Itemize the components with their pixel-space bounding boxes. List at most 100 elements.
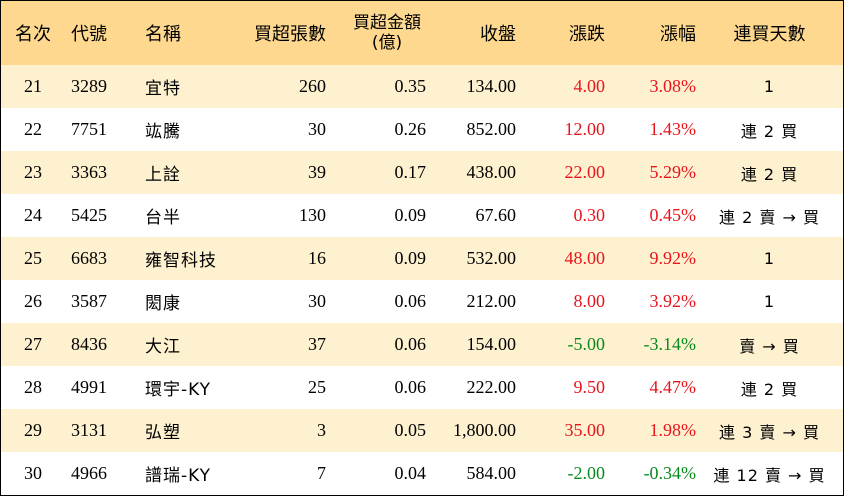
table-row: 24 5425 台半 130 0.09 67.60 0.30 0.45% 連 2 賣 → 買 [1, 194, 843, 237]
header-streak: 連買天數 [733, 24, 806, 45]
cell-name: 閎康 [145, 294, 181, 314]
cell-rank: 21 [24, 76, 42, 96]
header-net-buy-lots: 買超張數 [254, 24, 326, 45]
cell-net-buy-amount: 0.05 [394, 420, 427, 440]
cell-name: 環宇-KY [145, 380, 212, 400]
cell-net-buy-lots: 16 [308, 248, 326, 268]
cell-streak: 連 2 買 [740, 121, 799, 141]
cell-rank: 29 [24, 420, 42, 440]
table-row: 28 4991 環宇-KY 25 0.06 222.00 9.50 4.47% 連 2 買 [1, 366, 843, 409]
cell-change-pct: 4.47% [649, 377, 697, 397]
cell-change: 9.50 [573, 377, 606, 397]
table-row: 26 3587 閎康 30 0.06 212.00 8.00 3.92% 1 [1, 280, 843, 323]
table-row: 27 8436 大江 37 0.06 154.00 -5.00 -3.14% 賣 → 買 [1, 323, 843, 366]
header-net-buy-amount: 買超金額 (億) [326, 13, 426, 53]
cell-net-buy-lots: 39 [308, 162, 326, 182]
cell-net-buy-lots: 7 [317, 463, 326, 483]
cell-close: 852.00 [466, 119, 517, 139]
cell-change-pct: 1.98% [649, 420, 697, 440]
header-change-pct: 漲幅 [660, 24, 696, 45]
cell-net-buy-amount: 0.06 [394, 334, 427, 354]
cell-code: 3363 [71, 162, 107, 182]
table-row: 30 4966 譜瑞-KY 7 0.04 584.00 -2.00 -0.34% 連 12 賣 … [1, 452, 843, 495]
cell-streak: 連 2 買 [740, 379, 799, 399]
cell-rank: 22 [24, 119, 42, 139]
cell-rank: 28 [24, 377, 42, 397]
cell-net-buy-lots: 30 [308, 119, 326, 139]
cell-name: 台半 [145, 208, 181, 228]
cell-streak: 1 [763, 249, 776, 268]
cell-change: 0.30 [573, 205, 606, 225]
header-net-buy-amount-line2: (億) [371, 33, 403, 53]
cell-code: 7751 [71, 119, 107, 139]
cell-change: 48.00 [564, 248, 606, 268]
cell-code: 4991 [71, 377, 107, 397]
cell-change: -5.00 [567, 334, 606, 354]
cell-change: -2.00 [567, 463, 606, 483]
table-row: 22 7751 竑騰 30 0.26 852.00 12.00 1.43% 連 2 買 [1, 108, 843, 151]
cell-name: 譜瑞-KY [145, 466, 212, 486]
cell-streak: 賣 → 買 [739, 336, 800, 356]
cell-streak: 1 [763, 292, 776, 311]
cell-rank: 23 [24, 162, 42, 182]
cell-change-pct: 0.45% [649, 205, 697, 225]
cell-change: 35.00 [564, 420, 606, 440]
cell-streak: 連 2 買 [740, 164, 799, 184]
cell-name: 上詮 [145, 165, 181, 185]
cell-code: 4966 [71, 463, 107, 483]
cell-change-pct: 9.92% [649, 248, 697, 268]
table-row: 21 3289 宜特 260 0.35 134.00 4.00 3.08% 1 [1, 65, 843, 108]
cell-change-pct: -0.34% [643, 463, 697, 483]
cell-change-pct: -3.14% [643, 334, 697, 354]
cell-code: 3587 [71, 291, 107, 311]
cell-close: 134.00 [466, 76, 517, 96]
cell-rank: 30 [24, 463, 42, 483]
cell-net-buy-lots: 25 [308, 377, 326, 397]
cell-name: 竑騰 [145, 122, 181, 142]
cell-net-buy-lots: 3 [317, 420, 326, 440]
table-row: 29 3131 弘塑 3 0.05 1,800.00 35.00 1.98% 連 3 賣 → 買 [1, 409, 843, 452]
cell-net-buy-amount: 0.35 [394, 76, 427, 96]
cell-net-buy-amount: 0.06 [394, 377, 427, 397]
cell-net-buy-amount: 0.26 [394, 119, 427, 139]
cell-close: 222.00 [466, 377, 517, 397]
cell-net-buy-lots: 30 [308, 291, 326, 311]
cell-change-pct: 1.43% [649, 119, 697, 139]
table-row: 23 3363 上詮 39 0.17 438.00 22.00 5.29% 連 2 買 [1, 151, 843, 194]
cell-change-pct: 3.92% [649, 291, 697, 311]
cell-name: 大江 [145, 337, 181, 357]
cell-rank: 24 [24, 205, 42, 225]
header-close: 收盤 [480, 24, 516, 45]
cell-net-buy-lots: 260 [299, 76, 326, 96]
cell-change: 8.00 [573, 291, 606, 311]
cell-net-buy-amount: 0.09 [394, 205, 427, 225]
header-name: 名稱 [145, 24, 181, 45]
cell-change-pct: 3.08% [649, 76, 697, 96]
cell-streak: 連 3 賣 → 買 [719, 422, 820, 442]
cell-net-buy-amount: 0.06 [394, 291, 427, 311]
cell-net-buy-amount: 0.17 [394, 162, 427, 182]
cell-code: 3131 [71, 420, 107, 440]
cell-close: 1,800.00 [453, 420, 516, 440]
header-change: 漲跌 [569, 24, 605, 45]
cell-code: 6683 [71, 248, 107, 268]
table-header: 名次 代號 名稱 買超張數 買超金額 (億) 收盤 漲跌 漲幅 連買天數 [1, 1, 843, 65]
cell-name: 宜特 [145, 79, 181, 99]
cell-rank: 26 [24, 291, 42, 311]
cell-code: 5425 [71, 205, 107, 225]
cell-rank: 25 [24, 248, 42, 268]
cell-rank: 27 [24, 334, 42, 354]
table-body: 21 3289 宜特 260 0.35 134.00 4.00 3.08% 1 22 7751 竑騰 3… [1, 65, 843, 495]
table-row: 25 6683 雍智科技 16 0.09 532.00 48.00 9.92% 1 [1, 237, 843, 280]
cell-net-buy-amount: 0.09 [394, 248, 427, 268]
header-code: 代號 [71, 24, 107, 45]
cell-change-pct: 5.29% [649, 162, 697, 182]
cell-name: 弘塑 [145, 423, 181, 443]
cell-net-buy-lots: 130 [299, 205, 326, 225]
cell-streak: 連 12 賣 → 買 [713, 465, 826, 485]
cell-close: 154.00 [466, 334, 517, 354]
cell-close: 584.00 [466, 463, 517, 483]
cell-change: 12.00 [564, 119, 606, 139]
cell-streak: 1 [763, 77, 776, 96]
